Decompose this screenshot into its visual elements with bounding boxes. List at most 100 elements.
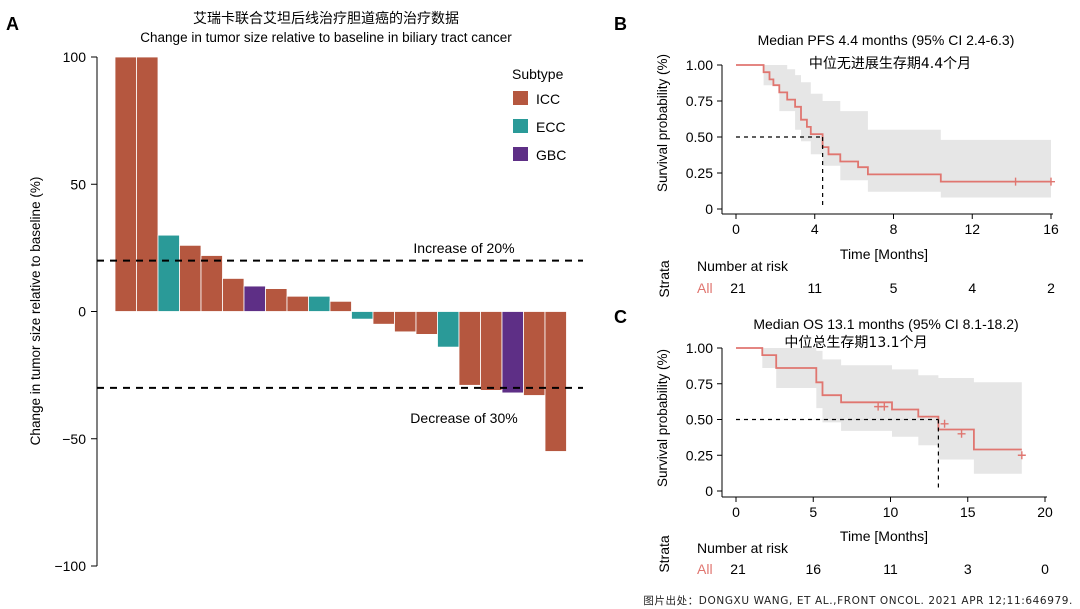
panel-label-c: C [614, 307, 627, 327]
chart-b-ytick-label: 0 [705, 201, 713, 217]
chart-c-risk-counts: 21 16 11 3 0 [730, 561, 1049, 577]
waterfall-bar [286, 295, 309, 312]
chart-b-y-ticks: 1.00 0.75 0.50 0.25 0 [686, 57, 722, 217]
chart-b-ytick-label: 0.75 [686, 93, 713, 109]
legend-swatch-gbc [513, 147, 528, 161]
chart-c-ytick-label: 0.50 [686, 412, 713, 428]
waterfall-bar [157, 234, 180, 312]
chart-c-x-axis-label: Time [Months] [840, 528, 928, 544]
chart-c-x-ticks: 0 5 10 15 20 [732, 497, 1053, 520]
chart-a-ytick-label: −50 [62, 431, 86, 447]
chart-b-ytick-label: 0.25 [686, 165, 713, 181]
chart-c-risk-count: 11 [883, 561, 898, 577]
chart-a-ytick-label: −100 [54, 558, 86, 574]
waterfall-bar [308, 295, 331, 312]
chart-b-xtick-label: 12 [964, 221, 980, 237]
chart-c-xtick-label: 0 [732, 504, 740, 520]
chart-b-confidence-band [736, 65, 1051, 198]
chart-b-xtick-label: 8 [890, 221, 898, 237]
chart-c-survival-curve [736, 347, 1022, 451]
chart-b-xtick-label: 4 [811, 221, 819, 237]
decrease-reference-label: Decrease of 30% [410, 410, 517, 426]
os-km-chart: Median OS 13.1 months (95% CI 8.1-18.2) … [655, 316, 1053, 577]
waterfall-bar [372, 311, 395, 325]
chart-c-xtick-label: 5 [809, 504, 817, 520]
chart-a-legend: Subtype ICC ECC GBC [512, 66, 566, 163]
chart-b-censor-marks [1011, 177, 1055, 186]
chart-b-title: Median PFS 4.4 months (95% CI 2.4-6.3) [758, 32, 1015, 48]
chart-c-risk-count: 0 [1041, 561, 1049, 577]
chart-b-strata-label: Strata [656, 260, 672, 298]
source-credit: 图片出处：DONGXU WANG, ET AL.,FRONT ONCOL. 20… [643, 594, 1073, 607]
waterfall-bar [437, 311, 460, 348]
chart-b-x-axis-label: Time [Months] [840, 246, 928, 262]
waterfall-bar [136, 56, 159, 312]
waterfall-bar [265, 288, 288, 312]
chart-c-y-axis-label: Survival probability (%) [655, 349, 670, 487]
chart-c-xtick-label: 20 [1037, 504, 1053, 520]
chart-a-ytick-label: 100 [63, 49, 87, 65]
waterfall-bar [243, 285, 266, 312]
chart-c-ytick-label: 0.75 [686, 376, 713, 392]
chart-a-ytick-label: 0 [78, 304, 86, 320]
waterfall-bar [179, 244, 202, 312]
chart-b-risk-header: Number at risk [697, 258, 789, 274]
chart-b-risk-count: 4 [968, 280, 976, 296]
chart-b-risk-count: 2 [1047, 280, 1055, 296]
chart-a-ytick-label: 50 [70, 176, 86, 192]
panel-label-b: B [614, 14, 627, 34]
chart-a-y-ticks: 100 50 0 −50 −100 [54, 49, 97, 574]
chart-c-risk-header: Number at risk [697, 540, 789, 556]
chart-b-risk-strata: All [697, 280, 713, 296]
waterfall-bar [544, 311, 567, 452]
chart-a-title-cn: 艾瑞卡联合艾坦后线治疗胆道癌的治疗数据 [193, 11, 459, 27]
c-censor-mark [940, 419, 949, 428]
chart-c-ytick-label: 0.25 [686, 447, 713, 463]
waterfall-bar [329, 300, 352, 312]
legend-label-icc: ICC [536, 91, 560, 107]
chart-b-survival-curve [736, 64, 1051, 183]
waterfall-bar [222, 278, 245, 312]
chart-b-xtick-label: 16 [1043, 221, 1059, 237]
waterfall-bar [501, 311, 524, 394]
chart-b-risk-count: 21 [730, 280, 746, 296]
chart-b-ytick-label: 0.50 [686, 129, 713, 145]
waterfall-bar [480, 311, 503, 391]
chart-c-xtick-label: 15 [960, 504, 976, 520]
chart-b-risk-count: 11 [807, 280, 822, 296]
chart-c-risk-count: 3 [964, 561, 972, 577]
chart-b-risk-counts: 21 11 5 4 2 [730, 280, 1055, 296]
chart-c-risk-strata: All [697, 561, 713, 577]
waterfall-bar [200, 255, 223, 312]
chart-b-ytick-label: 1.00 [686, 57, 713, 73]
chart-c-ytick-label: 0 [705, 483, 713, 499]
chart-c-ytick-label: 1.00 [686, 340, 713, 356]
panel-label-a: A [6, 14, 19, 34]
chart-b-xtick-label: 0 [732, 221, 740, 237]
chart-c-annotation-cn: 中位总生存期13.1个月 [784, 335, 927, 351]
chart-b-y-axis-label: Survival probability (%) [655, 54, 670, 192]
increase-reference-label: Increase of 20% [413, 240, 514, 256]
chart-c-y-ticks: 1.00 0.75 0.50 0.25 0 [686, 340, 722, 499]
waterfall-bar [458, 311, 481, 386]
chart-c-risk-count: 21 [730, 561, 746, 577]
chart-c-title: Median OS 13.1 months (95% CI 8.1-18.2) [753, 316, 1018, 332]
legend-swatch-icc [513, 91, 528, 105]
chart-b-annotation-cn: 中位无进展生存期4.4个月 [809, 56, 971, 72]
legend-swatch-ecc [513, 119, 528, 133]
waterfall-bar [114, 56, 137, 312]
c-censor-mark [957, 429, 966, 438]
b-censor-mark [1047, 177, 1055, 186]
legend-title: Subtype [512, 66, 564, 82]
waterfall-chart: 艾瑞卡联合艾坦后线治疗胆道癌的治疗数据 Change in tumor size… [28, 11, 583, 574]
chart-a-y-axis-label: Change in tumor size relative to baselin… [28, 177, 43, 446]
chart-b-x-ticks: 0 4 8 12 16 [732, 214, 1059, 237]
chart-b-risk-count: 5 [890, 280, 898, 296]
waterfall-bar [523, 311, 546, 396]
chart-a-bars [114, 56, 567, 452]
b-censor-mark [1011, 177, 1020, 186]
waterfall-bar [394, 311, 417, 333]
chart-c-confidence-band [736, 348, 1022, 474]
chart-c-strata-label: Strata [656, 535, 672, 573]
